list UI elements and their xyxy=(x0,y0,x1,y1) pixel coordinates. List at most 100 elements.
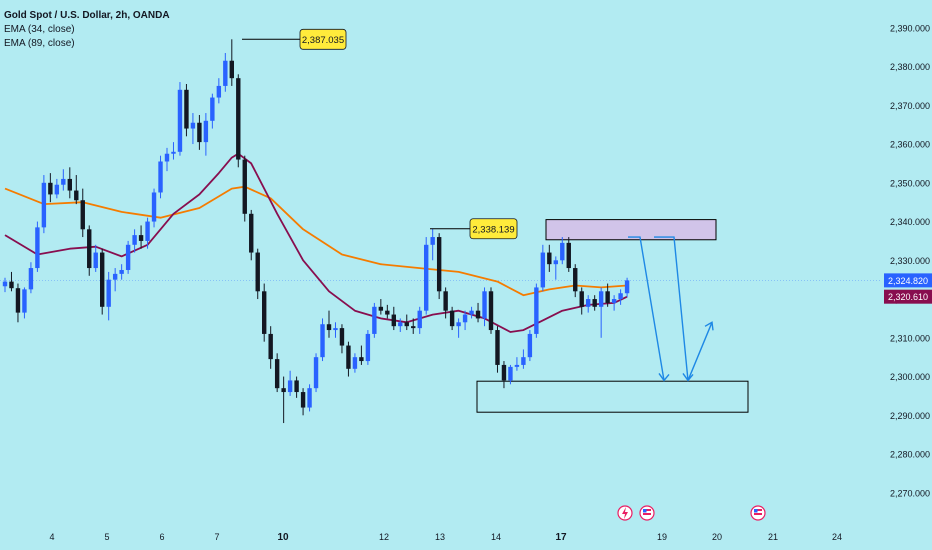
callout-layer: 2,387.035 2,338.139 xyxy=(242,28,518,240)
candle-body xyxy=(48,182,53,195)
candle xyxy=(35,221,40,272)
flag-canton xyxy=(754,509,758,513)
candle xyxy=(223,52,228,92)
candle xyxy=(391,306,396,331)
candle-body xyxy=(449,310,455,327)
y-tick-label: 2,300.000 xyxy=(890,372,930,382)
candle xyxy=(145,217,150,249)
candle xyxy=(48,173,53,203)
candle xyxy=(514,357,520,371)
price-axis: 2,270.000 2,280.000 2,290.000 2,300.000 2,31… xyxy=(884,23,932,498)
candle xyxy=(488,287,494,334)
candle xyxy=(456,318,461,338)
ema34-legend-label: EMA (34, close) xyxy=(4,24,75,35)
candle xyxy=(151,188,157,228)
last-price-badge: 2,324.820 xyxy=(884,273,932,288)
candle-body xyxy=(443,291,448,311)
y-tick-label: 2,340.000 xyxy=(890,217,930,227)
candle xyxy=(112,268,118,292)
candle xyxy=(508,364,513,385)
candle-body xyxy=(28,268,34,290)
candle xyxy=(15,283,21,323)
us-flag-event-icon[interactable] xyxy=(639,505,655,521)
candle xyxy=(482,287,487,327)
candle-body xyxy=(80,200,85,230)
candle-body xyxy=(495,330,500,365)
candle xyxy=(2,277,8,293)
candle-body xyxy=(61,178,66,185)
candle xyxy=(100,248,105,315)
x-tick-label: 19 xyxy=(657,532,667,542)
candle-body xyxy=(132,235,137,245)
candle-body xyxy=(320,324,325,358)
y-tick-label: 2,290.000 xyxy=(890,411,930,421)
time-axis: 4 5 6 7 10 12 13 14 17 19 20 21 24 xyxy=(49,532,842,543)
candle xyxy=(521,349,526,369)
candle xyxy=(274,353,280,393)
candle xyxy=(158,155,163,199)
candle xyxy=(475,302,481,323)
candle-body xyxy=(592,299,597,307)
y-tick-label: 2,310.000 xyxy=(890,333,930,343)
candle-body xyxy=(605,291,610,303)
event-icons-layer xyxy=(617,505,766,521)
candle xyxy=(80,188,85,238)
candle-body xyxy=(300,392,306,408)
candle-body xyxy=(294,380,299,393)
candle-body xyxy=(359,357,364,362)
candle-body xyxy=(385,310,390,315)
candle xyxy=(22,287,27,319)
candle xyxy=(249,209,254,261)
candle-body xyxy=(566,242,571,269)
candle-body xyxy=(488,291,494,331)
callout-box xyxy=(469,218,518,240)
candle-body xyxy=(501,364,507,381)
candle xyxy=(495,326,500,373)
candle xyxy=(171,142,176,160)
candle-body xyxy=(9,281,14,289)
candle xyxy=(424,237,429,315)
candle xyxy=(624,277,630,298)
candle-body xyxy=(281,388,286,393)
us-flag-event-icon[interactable] xyxy=(750,505,766,521)
candle xyxy=(210,93,215,129)
candle xyxy=(28,262,34,294)
candle xyxy=(125,240,131,274)
candle-body xyxy=(203,120,209,143)
candle xyxy=(164,147,170,172)
candle-body xyxy=(527,333,533,358)
last-price-badge-bg xyxy=(884,273,932,288)
candle-body xyxy=(41,182,47,228)
resistance-zone xyxy=(545,219,717,241)
flag-canton xyxy=(643,509,647,513)
candle xyxy=(184,83,189,137)
candle xyxy=(255,248,260,300)
candle xyxy=(9,271,14,292)
flash-event-icon[interactable] xyxy=(617,505,633,521)
x-tick-label: 24 xyxy=(832,532,842,542)
candles-layer xyxy=(2,39,630,424)
candle xyxy=(560,237,565,265)
candle-body xyxy=(456,322,461,327)
support-zone xyxy=(476,380,749,413)
candle-body xyxy=(138,235,144,241)
candle xyxy=(106,271,111,321)
y-tick-label: 2,380.000 xyxy=(890,62,930,72)
price-callout[interactable]: 2,338.139 xyxy=(430,218,518,240)
y-tick-label: 2,350.000 xyxy=(890,178,930,188)
candle xyxy=(67,167,72,199)
candle xyxy=(443,287,448,319)
candle xyxy=(579,287,584,315)
flag-stripe xyxy=(643,509,651,511)
price-callout[interactable]: 2,387.035 xyxy=(242,28,347,50)
candle xyxy=(411,318,416,334)
candle xyxy=(197,114,202,150)
candle-body xyxy=(514,364,520,367)
candle xyxy=(229,39,234,86)
x-tick-label: 13 xyxy=(435,532,445,542)
candle-body xyxy=(398,322,403,327)
candle-body xyxy=(15,288,21,313)
candle xyxy=(404,314,409,331)
candle xyxy=(527,330,533,362)
